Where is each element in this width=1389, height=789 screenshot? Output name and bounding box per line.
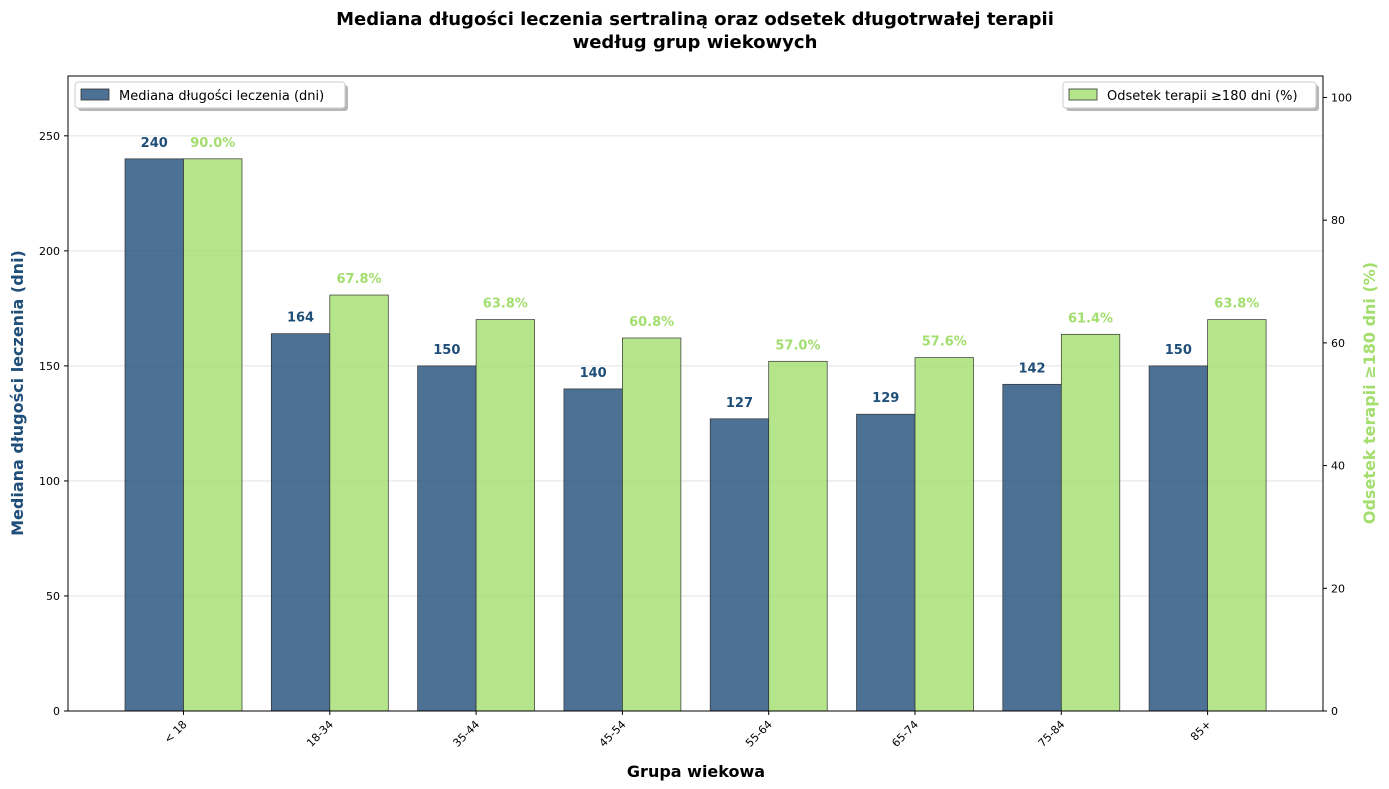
bars-layer <box>124 158 1267 712</box>
x-tick-label: < 18 <box>162 718 190 746</box>
y-left-tick-label: 50 <box>46 590 60 603</box>
data-label-long-therapy-percent: 61.4% <box>1068 311 1113 326</box>
data-label-median-days: 150 <box>433 343 460 358</box>
data-label-median-days: 142 <box>1018 361 1045 376</box>
data-label-median-days: 240 <box>141 136 168 151</box>
data-label-long-therapy-percent: 63.8% <box>483 297 528 312</box>
chart-title-line2: według grup wiekowych <box>573 32 818 53</box>
bar-long-therapy-percent <box>914 357 974 712</box>
legend-left-box <box>74 81 346 109</box>
legend-right-swatch <box>1068 88 1098 101</box>
x-tick-label: 85+ <box>1188 718 1214 744</box>
data-label-long-therapy-percent: 60.8% <box>629 315 674 330</box>
y-left-tick-label: 100 <box>39 475 60 488</box>
data-label-median-days: 129 <box>872 391 899 406</box>
legend-left: Mediana długości leczenia (dni) <box>74 81 348 111</box>
legend-right: Odsetek terapii ≥180 dni (%) <box>1062 81 1319 111</box>
data-label-median-days: 140 <box>580 366 607 381</box>
y-right-tick-label: 20 <box>1331 582 1345 595</box>
y-axis-right-label: Odsetek terapii ≥180 dni (%) <box>1360 262 1379 524</box>
grid-layer <box>68 135 1323 597</box>
legend-left-text: Mediana długości leczenia (dni) <box>119 89 324 104</box>
data-label-long-therapy-percent: 57.6% <box>922 335 967 350</box>
y-left-tick-label: 0 <box>53 705 60 718</box>
bar-long-therapy-percent <box>183 158 243 712</box>
y-axis-left-label: Mediana długości leczenia (dni) <box>8 250 27 536</box>
bar-median-days <box>709 418 770 712</box>
y-right-tick-label: 0 <box>1331 705 1338 718</box>
x-tick-label: 65-74 <box>889 718 921 750</box>
bar-median-days <box>270 333 331 712</box>
y-right-tick-label: 80 <box>1331 214 1345 227</box>
data-label-long-therapy-percent: 67.8% <box>336 272 381 287</box>
x-tick-label: 18-34 <box>304 718 336 750</box>
y-left-tick-label: 250 <box>39 130 60 143</box>
y-left-tick-label: 200 <box>39 245 60 258</box>
bar-long-therapy-percent <box>768 360 828 712</box>
x-tick-label: 55-64 <box>743 718 775 750</box>
y-right-tick-label: 100 <box>1331 91 1352 104</box>
bar-median-days <box>1002 383 1062 712</box>
data-label-median-days: 150 <box>1165 343 1192 358</box>
x-tick-label: 75-84 <box>1036 718 1068 750</box>
bar-long-therapy-percent <box>1207 319 1267 712</box>
plot-frame <box>67 75 1324 712</box>
data-label-long-therapy-percent: 63.8% <box>1214 297 1259 312</box>
y-left-tick-label: 150 <box>39 360 60 373</box>
bar-median-days <box>856 413 916 712</box>
bar-long-therapy-percent <box>622 337 682 712</box>
legend-right-text: Odsetek terapii ≥180 dni (%) <box>1107 89 1298 104</box>
bar-median-days <box>563 388 623 712</box>
bar-long-therapy-percent <box>475 319 535 712</box>
bar-long-therapy-percent <box>329 294 389 712</box>
bar-median-days <box>124 158 184 712</box>
value-labels-layer: 240 164 150 140 127 129 142 150 90.0% 67.8% 63.8% 6… <box>141 136 1260 411</box>
x-tick-label: 35-44 <box>450 718 482 750</box>
x-tick-label: 45-54 <box>597 718 629 750</box>
y-right-tick-label: 40 <box>1331 460 1345 473</box>
x-axis-label: Grupa wiekowa <box>627 762 765 781</box>
bar-long-therapy-percent <box>1060 333 1121 712</box>
chart-title-line1: Mediana długości leczenia sertraliną ora… <box>336 9 1054 30</box>
y-right-tick-label: 60 <box>1331 337 1345 350</box>
legend-right-box <box>1062 81 1317 109</box>
data-label-median-days: 127 <box>726 396 753 411</box>
bar-median-days <box>1148 365 1208 712</box>
legend-left-swatch <box>80 88 110 101</box>
bar-median-days <box>417 365 477 712</box>
data-label-long-therapy-percent: 57.0% <box>775 338 820 353</box>
data-label-median-days: 164 <box>287 311 314 326</box>
data-label-long-therapy-percent: 90.0% <box>190 136 235 151</box>
